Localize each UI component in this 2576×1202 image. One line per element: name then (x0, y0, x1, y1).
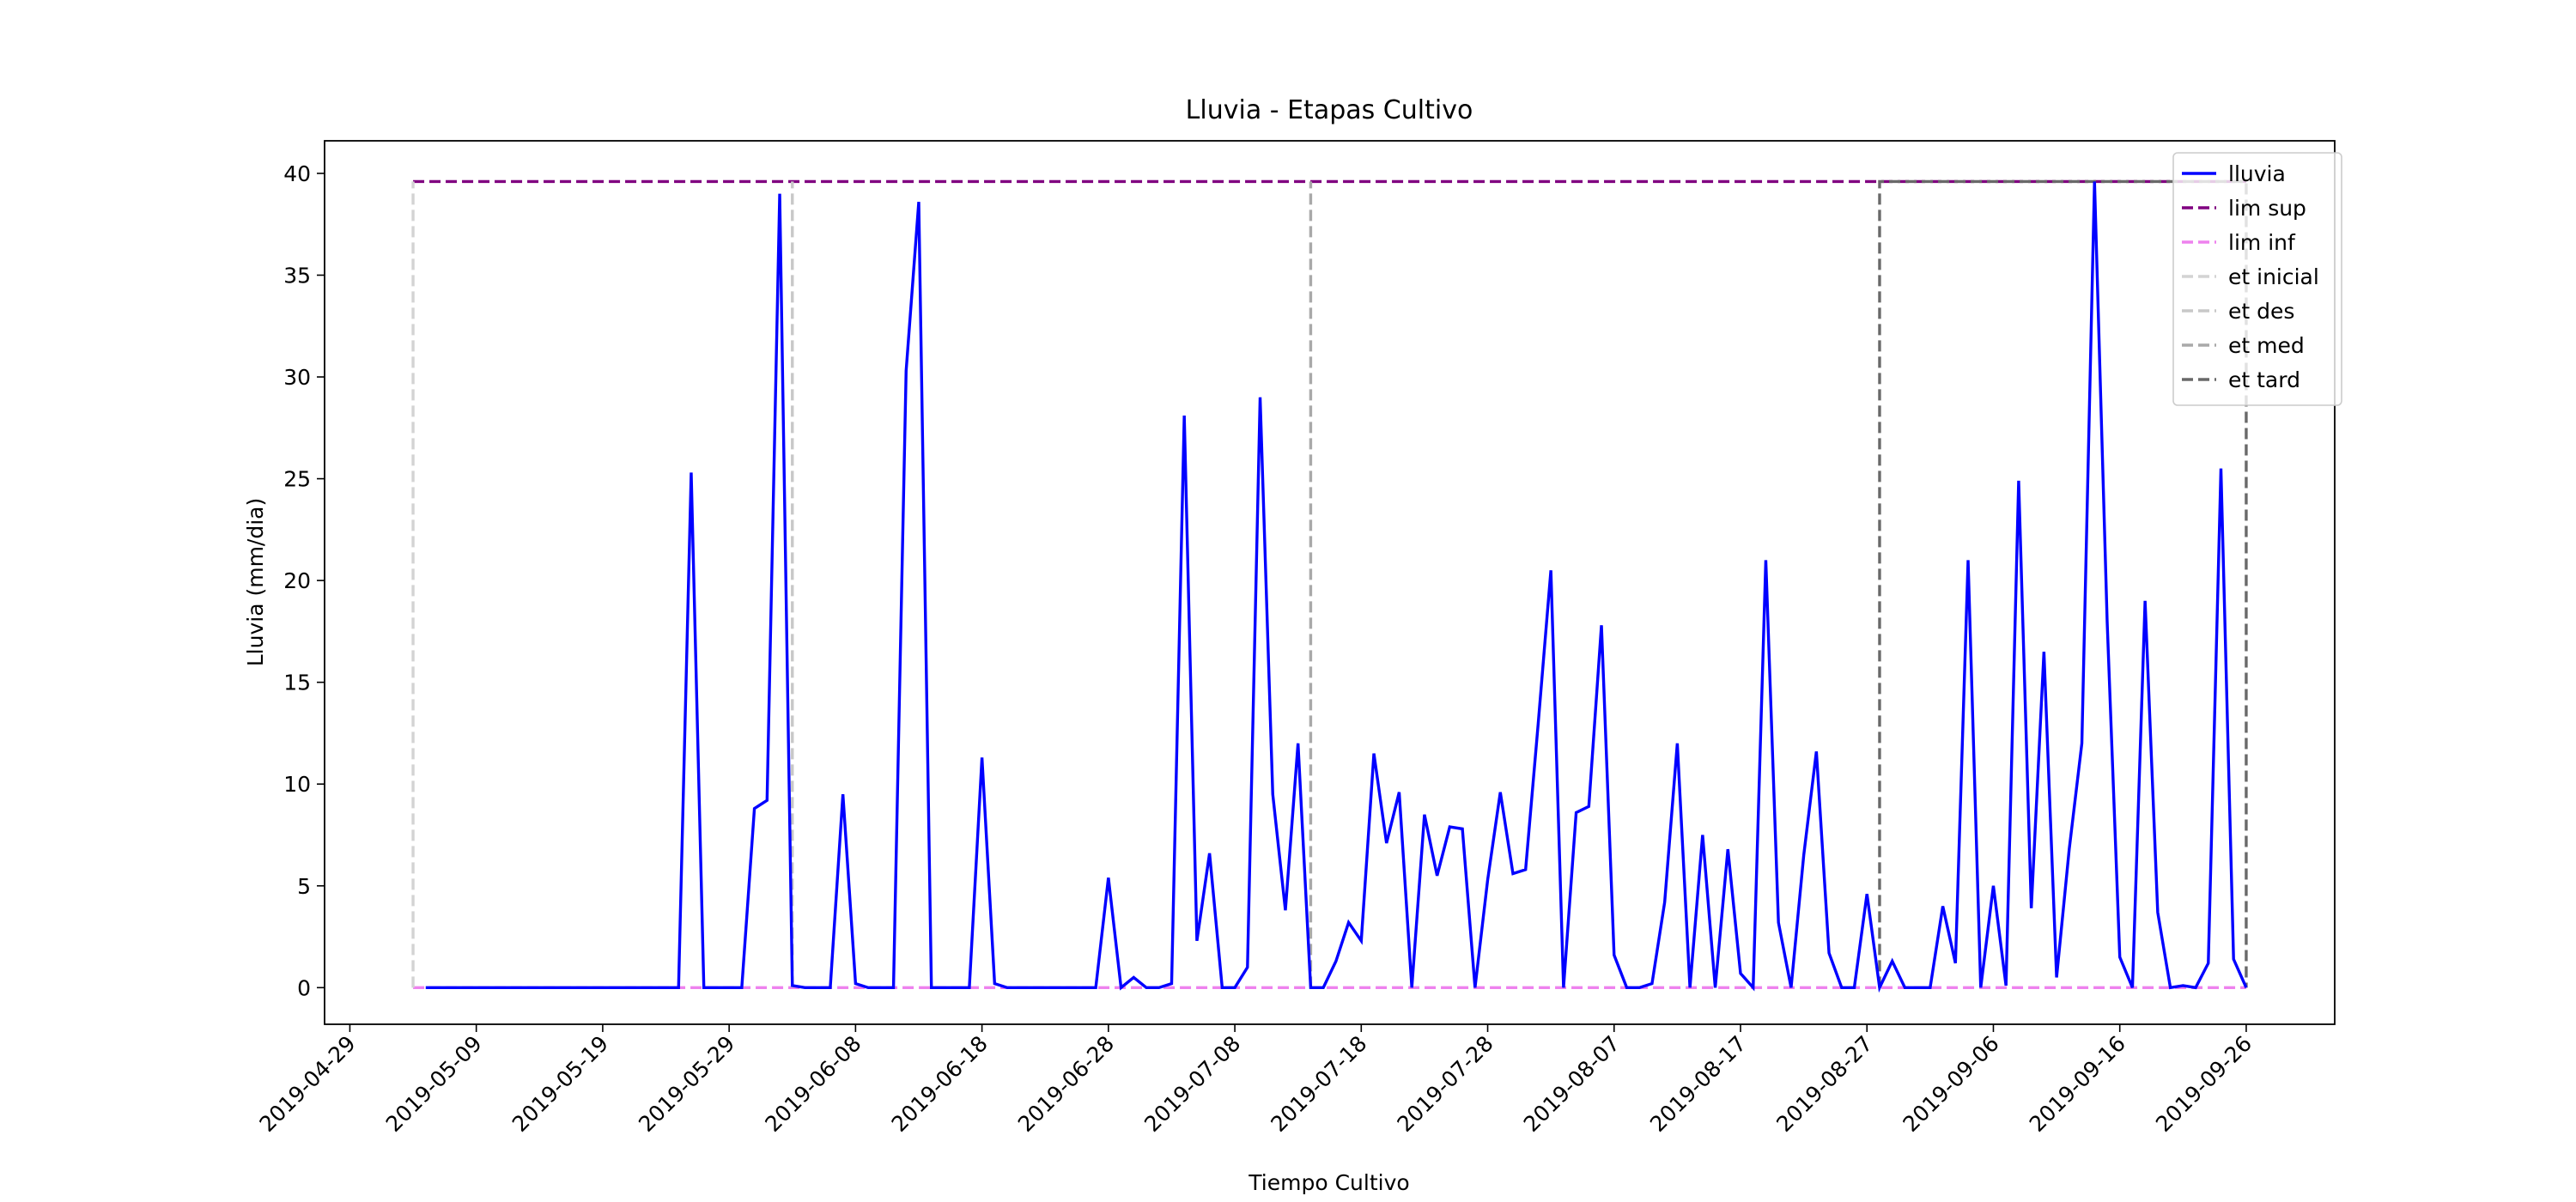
x-tick-label: 2019-04-29 (254, 1031, 360, 1137)
legend-label: lluvia (2228, 161, 2286, 186)
y-tick-label: 20 (283, 568, 311, 593)
x-tick-label: 2019-09-26 (2151, 1031, 2257, 1137)
x-tick-label: 2019-07-28 (1393, 1031, 1498, 1137)
legend-label: lim sup (2228, 196, 2306, 221)
x-tick-label: 2019-06-18 (887, 1031, 993, 1137)
x-tick-label: 2019-05-09 (381, 1031, 487, 1137)
series-line (1878, 179, 2248, 988)
x-tick-label: 2019-05-29 (634, 1031, 739, 1137)
legend-label: et med (2228, 333, 2305, 358)
y-tick-label: 5 (297, 874, 311, 899)
legend-label: et inicial (2228, 264, 2319, 289)
y-tick-label: 15 (283, 671, 311, 695)
x-tick-label: 2019-07-18 (1266, 1031, 1371, 1137)
chart-title: Lluvia - Etapas Cultivo (1186, 95, 1473, 125)
legend: lluvia lim sup lim inf et inicial et des et m… (2172, 152, 2342, 406)
y-tick-label: 10 (283, 772, 311, 797)
legend-box (2172, 152, 2342, 406)
y-axis-label: Lluvia (mm/dia) (243, 498, 268, 667)
series-line (425, 181, 2248, 993)
legend-label: et des (2228, 299, 2294, 324)
x-tick-label: 2019-06-08 (760, 1031, 866, 1137)
y-tick-label: 25 (283, 467, 311, 492)
x-tick-label: 2019-08-17 (1645, 1031, 1751, 1137)
legend-label: et tard (2228, 367, 2300, 392)
y-tick-label: 30 (283, 365, 311, 390)
x-axis-label: Tiempo Cultivo (1248, 1170, 1409, 1195)
x-tick-label: 2019-06-28 (1013, 1031, 1119, 1137)
plot-frame (324, 140, 2336, 1025)
y-tick-label: 0 (297, 975, 311, 1000)
x-tick-label: 2019-09-16 (2025, 1031, 2130, 1137)
x-tick-label: 2019-05-19 (507, 1031, 613, 1137)
y-tick-label: 35 (283, 263, 311, 288)
x-tick-label: 2019-09-06 (1898, 1031, 2003, 1137)
legend-label: lim inf (2228, 230, 2296, 255)
y-tick-label: 40 (283, 161, 311, 186)
x-tick-label: 2019-07-08 (1139, 1031, 1245, 1137)
x-tick-label: 2019-08-27 (1771, 1031, 1877, 1137)
x-tick-label: 2019-08-07 (1519, 1031, 1625, 1137)
